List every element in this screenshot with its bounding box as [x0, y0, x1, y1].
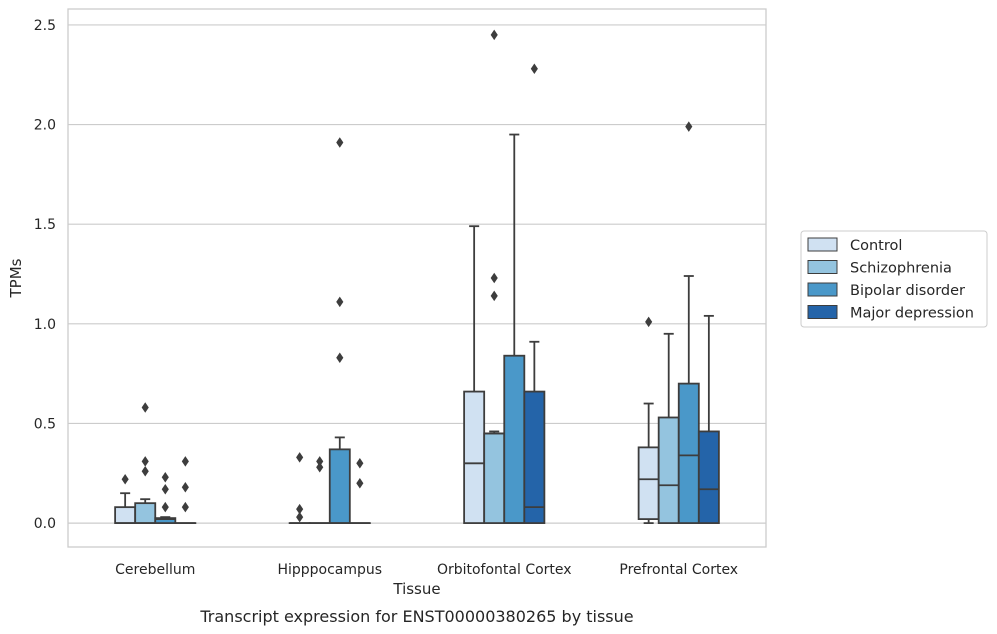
- legend-frame: [800, 230, 988, 328]
- plot-area-frame: [67, 8, 767, 548]
- box: [483, 29, 506, 524]
- box-body: [463, 390, 486, 524]
- series-control: [114, 225, 660, 524]
- box: [114, 474, 137, 524]
- outlier-point: [296, 452, 304, 463]
- box: [154, 472, 177, 524]
- outlier-point: [490, 290, 498, 302]
- y-axis-label: TPMs: [7, 258, 25, 298]
- legend-items: Control Schizophrenia Bipolar disorder Majo…: [807, 237, 974, 322]
- y-tick-label: 0.0: [34, 516, 56, 532]
- legend-swatch: [807, 305, 838, 319]
- legend-label: Major depression: [850, 306, 974, 322]
- box-body: [483, 432, 506, 524]
- outlier-point: [181, 456, 189, 467]
- outlier-point: [685, 121, 693, 132]
- box: [174, 456, 197, 524]
- box: [657, 332, 680, 524]
- y-tick-label: 1.5: [34, 217, 56, 233]
- box: [523, 63, 546, 524]
- x-axis-ticks: Cerebellum Hipppocampus Orbitofontal Corte…: [115, 562, 738, 578]
- legend-swatch: [807, 260, 838, 274]
- legend-label: Schizophrenia: [850, 261, 952, 277]
- box: [637, 316, 660, 524]
- x-tick-label: Prefrontal Cortex: [619, 562, 738, 578]
- legend-label: Control: [850, 238, 902, 254]
- box-series: [114, 29, 720, 524]
- outlier-point: [490, 272, 498, 284]
- box: [308, 456, 331, 524]
- outlier-point: [296, 503, 304, 515]
- outlier-point: [181, 501, 189, 513]
- box-body: [328, 448, 351, 524]
- box: [134, 402, 157, 524]
- box: [328, 137, 351, 524]
- outlier-point: [336, 352, 344, 363]
- legend-label: Bipolar disorder: [850, 283, 965, 299]
- legend-swatch: [807, 237, 838, 252]
- outlier-point: [296, 511, 304, 523]
- outlier-point: [161, 483, 169, 495]
- series-schizophrenia: [134, 29, 680, 524]
- x-tick-label: Hipppocampus: [277, 562, 382, 578]
- box: [697, 314, 720, 524]
- outlier-point: [316, 462, 324, 473]
- outlier-point: [336, 296, 344, 308]
- legend: Control Schizophrenia Bipolar disorder Majo…: [800, 230, 988, 328]
- box: [463, 225, 486, 524]
- outlier-point: [530, 63, 538, 75]
- outlier-point: [141, 466, 149, 477]
- y-tick-label: 0.5: [34, 416, 56, 432]
- x-axis-label: Tissue: [392, 580, 440, 598]
- outlier-point: [121, 474, 129, 485]
- box: [677, 121, 700, 524]
- outlier-point: [645, 316, 653, 328]
- box-body: [697, 430, 720, 524]
- x-tick-label: Cerebellum: [115, 562, 195, 578]
- legend-swatch: [807, 282, 838, 297]
- box: [503, 133, 526, 524]
- box: [288, 452, 311, 524]
- series-major-depression: [174, 63, 720, 524]
- outlier-point: [141, 456, 149, 467]
- box-body: [637, 446, 660, 521]
- outlier-point: [161, 501, 169, 513]
- box-body: [657, 416, 680, 524]
- box: [348, 458, 371, 524]
- box-body: [677, 382, 700, 524]
- outlier-point: [356, 458, 364, 469]
- y-tick-label: 1.0: [34, 317, 56, 333]
- box-body: [523, 390, 546, 524]
- outlier-point: [141, 402, 149, 413]
- outlier-point: [316, 456, 324, 467]
- box-body: [134, 502, 157, 524]
- y-tick-label: 2.5: [34, 18, 56, 34]
- outlier-point: [181, 481, 189, 493]
- box-body: [154, 517, 177, 524]
- y-tick-label: 2.0: [34, 118, 56, 134]
- y-axis-ticks: 0.0 0.5 1.0 1.5 2.0 2.5: [34, 18, 56, 532]
- x-tick-label: Orbitofontal Cortex: [437, 562, 572, 578]
- box-body: [114, 506, 137, 524]
- chart-caption: Transcript expression for ENST0000038026…: [199, 607, 633, 626]
- box-body: [503, 354, 526, 524]
- series-bipolar-disorder: [154, 121, 700, 524]
- outlier-point: [356, 477, 364, 489]
- outlier-point: [336, 137, 344, 148]
- outlier-point: [490, 29, 498, 41]
- outlier-point: [161, 472, 169, 483]
